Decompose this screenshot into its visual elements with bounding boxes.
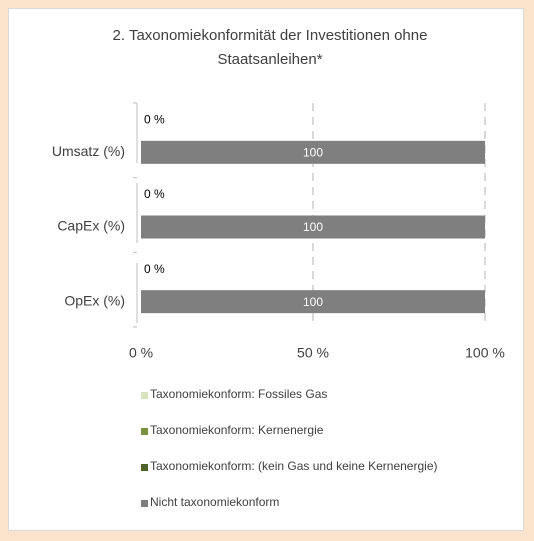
y-tick-label: Umsatz (%) — [52, 143, 125, 159]
value-label: 100 — [303, 220, 323, 234]
value-label: 100 — [303, 295, 323, 309]
value-label: 0 % — [144, 187, 165, 201]
bar-segment — [141, 215, 485, 239]
chart-frame — [8, 8, 524, 531]
legend-label: Nicht taxonomiekonform — [150, 495, 279, 509]
x-tick-label: 50 % — [297, 345, 329, 361]
legend-swatch — [141, 500, 148, 507]
y-tick-label: OpEx (%) — [64, 292, 125, 308]
legend-swatch — [141, 392, 148, 399]
value-label: 100 — [303, 146, 323, 160]
legend-swatch — [141, 464, 148, 471]
x-tick-label: 0 % — [129, 345, 153, 361]
legend-swatch — [141, 428, 148, 435]
legend-label: Taxonomiekonform: (kein Gas und keine Ke… — [150, 459, 437, 473]
bar-segment — [141, 290, 485, 314]
legend-label: Taxonomiekonform: Kernenergie — [150, 423, 324, 437]
bar-segment — [141, 140, 485, 164]
chart-title: 2. Taxonomiekonformität der Investitione… — [112, 27, 428, 68]
y-tick-label: CapEx (%) — [57, 218, 125, 234]
value-label: 0 % — [144, 113, 165, 127]
value-label: 0 % — [144, 262, 165, 276]
legend-label: Taxonomiekonform: Fossiles Gas — [150, 387, 327, 401]
x-tick-label: 100 % — [465, 345, 505, 361]
